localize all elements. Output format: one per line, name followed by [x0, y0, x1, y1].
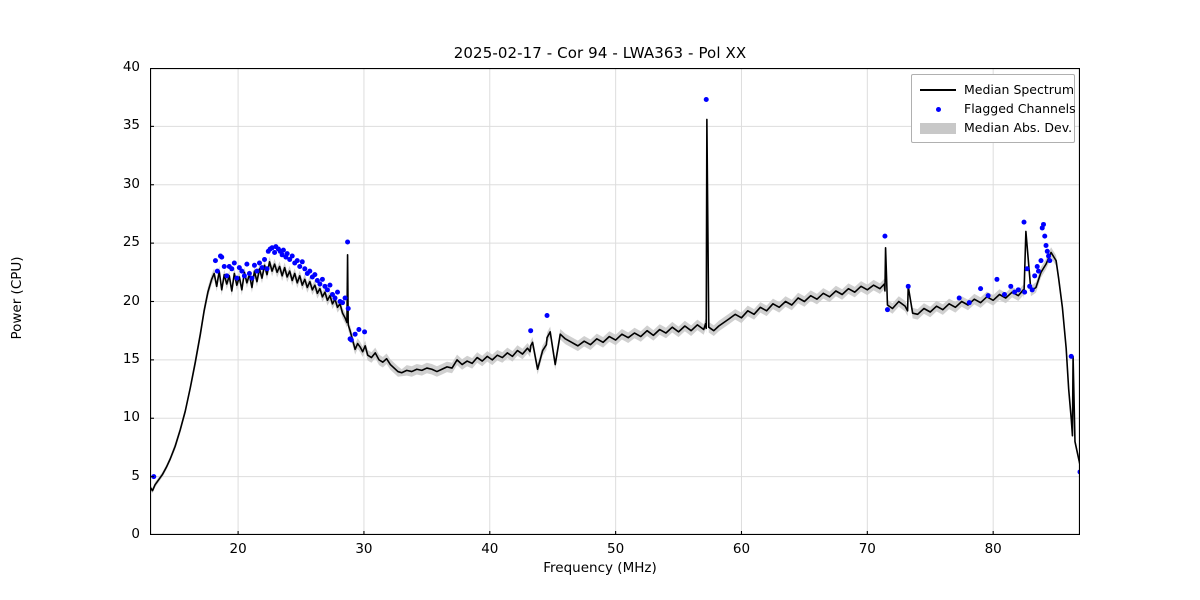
x-tick-label: 60	[732, 541, 751, 557]
y-tick-label: 15	[122, 350, 140, 367]
x-tick-label: 80	[984, 541, 1002, 557]
x-tick-label: 40	[481, 541, 499, 557]
legend-item-flagged-channels: Flagged Channels	[918, 99, 1076, 118]
x-tick-label: 70	[858, 541, 876, 557]
y-tick-label: 40	[122, 59, 140, 75]
page-title: 2025-02-17 - Cor 94 - LWA363 - Pol XX	[453, 44, 747, 62]
x-tick-label: 20	[229, 541, 247, 557]
y-tick-label: 10	[122, 409, 140, 426]
axis-ticks	[150, 68, 994, 535]
y-tick-label: 35	[122, 117, 140, 134]
x-tick-label: 30	[355, 541, 373, 557]
legend-item-median-spectrum: Median Spectrum	[918, 80, 1074, 99]
x-tick-label: 50	[607, 541, 625, 557]
chart-legend: Median Spectrum Flagged Channels Median …	[911, 74, 1076, 143]
y-tick-label: 5	[131, 467, 140, 484]
legend-label: Median Abs. Dev.	[964, 120, 1073, 135]
flagged-channels-scatter	[151, 97, 1080, 480]
y-tick-label: 25	[122, 234, 140, 251]
y-tick-label: 30	[122, 175, 140, 192]
y-tick-label: 0	[131, 526, 140, 542]
legend-item-median-abs-dev: Median Abs. Dev.	[918, 118, 1072, 137]
line-swatch-icon	[918, 83, 958, 97]
x-axis-label: Frequency (MHz)	[543, 560, 657, 576]
plot-area	[150, 68, 1080, 535]
y-tick-label: 20	[122, 292, 140, 309]
legend-label: Flagged Channels	[964, 101, 1076, 116]
dot-swatch-icon	[918, 102, 958, 116]
band-swatch-icon	[918, 121, 958, 135]
median-abs-dev-band	[150, 117, 1080, 494]
legend-label: Median Spectrum	[964, 82, 1075, 97]
spectrum-plot	[150, 68, 1080, 535]
y-axis-label: Power (CPU)	[9, 256, 25, 340]
